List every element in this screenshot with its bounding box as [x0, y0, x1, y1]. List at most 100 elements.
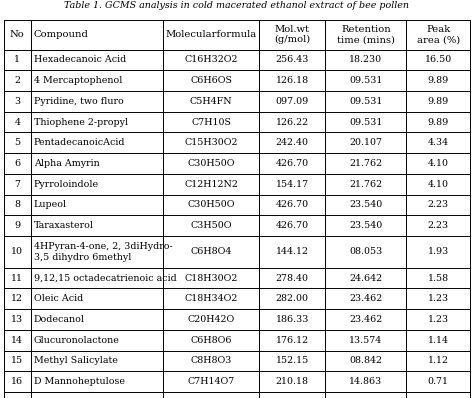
- Text: Methyl Salicylate: Methyl Salicylate: [34, 357, 118, 365]
- Text: 9: 9: [14, 221, 20, 230]
- Text: Peak
area (%): Peak area (%): [417, 25, 460, 44]
- Text: 13.574: 13.574: [349, 336, 383, 345]
- Text: Glucuronolactone: Glucuronolactone: [34, 336, 119, 345]
- Text: 23.540: 23.540: [349, 221, 383, 230]
- Text: C6H6OS: C6H6OS: [190, 76, 232, 85]
- Text: 4.10: 4.10: [428, 180, 449, 189]
- Text: 1.23: 1.23: [428, 295, 449, 303]
- Text: 176.12: 176.12: [276, 336, 309, 345]
- Text: 144.12: 144.12: [276, 248, 309, 256]
- Text: 14: 14: [11, 336, 23, 345]
- Text: C7H10S: C7H10S: [191, 117, 231, 127]
- Text: 1.14: 1.14: [428, 336, 449, 345]
- Text: 186.33: 186.33: [275, 315, 309, 324]
- Text: 16: 16: [11, 377, 23, 386]
- Text: Molecularformula: Molecularformula: [165, 30, 257, 39]
- Text: 16.50: 16.50: [425, 55, 452, 64]
- Text: 126.18: 126.18: [276, 76, 309, 85]
- Text: No: No: [10, 30, 25, 39]
- Text: 242.40: 242.40: [276, 138, 309, 147]
- Text: 097.09: 097.09: [275, 97, 309, 106]
- Text: 09.531: 09.531: [349, 97, 383, 106]
- Text: 426.70: 426.70: [276, 221, 309, 230]
- Text: 426.70: 426.70: [276, 159, 309, 168]
- Text: 426.70: 426.70: [276, 201, 309, 209]
- Text: 23.462: 23.462: [349, 295, 383, 303]
- Text: Thiophene 2-propyl: Thiophene 2-propyl: [34, 117, 128, 127]
- Text: 6: 6: [14, 159, 20, 168]
- Text: 3: 3: [14, 97, 20, 106]
- Text: 1.93: 1.93: [428, 248, 449, 256]
- Text: 2.23: 2.23: [428, 201, 449, 209]
- Text: 5: 5: [14, 138, 20, 147]
- Text: PentadecanoicAcid: PentadecanoicAcid: [34, 138, 125, 147]
- Text: 09.531: 09.531: [349, 76, 383, 85]
- Text: 4: 4: [14, 117, 20, 127]
- Text: 11: 11: [11, 273, 23, 283]
- Text: 20.107: 20.107: [349, 138, 383, 147]
- Text: Pyridine, two fluro: Pyridine, two fluro: [34, 97, 123, 106]
- Text: Hexadecanoic Acid: Hexadecanoic Acid: [34, 55, 126, 64]
- Text: 4.10: 4.10: [428, 159, 449, 168]
- Text: D Mannoheptulose: D Mannoheptulose: [34, 377, 125, 386]
- Text: 2.23: 2.23: [428, 221, 449, 230]
- Text: 282.00: 282.00: [276, 295, 309, 303]
- Text: Taraxasterol: Taraxasterol: [34, 221, 94, 230]
- Text: C8H8O3: C8H8O3: [191, 357, 232, 365]
- Text: 0.71: 0.71: [428, 377, 449, 386]
- Text: C16H32O2: C16H32O2: [184, 55, 238, 64]
- Text: C6H8O4: C6H8O4: [191, 248, 232, 256]
- Text: C3H50O: C3H50O: [191, 221, 232, 230]
- Text: 14.863: 14.863: [349, 377, 383, 386]
- Text: 9.89: 9.89: [428, 97, 449, 106]
- Text: 152.15: 152.15: [275, 357, 309, 365]
- Text: C6H8O6: C6H8O6: [191, 336, 232, 345]
- Text: Retention
time (mins): Retention time (mins): [337, 25, 395, 44]
- Text: 9.89: 9.89: [428, 117, 449, 127]
- Text: C7H14O7: C7H14O7: [188, 377, 235, 386]
- Text: 24.642: 24.642: [349, 273, 383, 283]
- Text: 278.40: 278.40: [276, 273, 309, 283]
- Text: 21.762: 21.762: [349, 159, 383, 168]
- Text: 08.842: 08.842: [349, 357, 383, 365]
- Text: 1: 1: [14, 55, 20, 64]
- Text: 13: 13: [11, 315, 23, 324]
- Text: 21.762: 21.762: [349, 180, 383, 189]
- Text: Lupeol: Lupeol: [34, 201, 67, 209]
- Text: 256.43: 256.43: [275, 55, 309, 64]
- Text: C18H30O2: C18H30O2: [184, 273, 238, 283]
- Text: 7: 7: [14, 180, 20, 189]
- Text: 4HPyran-4-one, 2, 3diHydro-
3,5 dihydro 6methyl: 4HPyran-4-one, 2, 3diHydro- 3,5 dihydro …: [34, 242, 173, 261]
- Text: C12H12N2: C12H12N2: [184, 180, 238, 189]
- Text: 10: 10: [11, 248, 23, 256]
- Text: 8: 8: [14, 201, 20, 209]
- Text: 1.23: 1.23: [428, 315, 449, 324]
- Text: 15: 15: [11, 357, 23, 365]
- Text: Table 1. GCMS analysis in cold macerated ethanol extract of bee pollen: Table 1. GCMS analysis in cold macerated…: [64, 1, 410, 10]
- Text: 126.22: 126.22: [276, 117, 309, 127]
- Text: C15H30O2: C15H30O2: [184, 138, 238, 147]
- Text: Pyrroloindole: Pyrroloindole: [34, 180, 99, 189]
- Text: 23.540: 23.540: [349, 201, 383, 209]
- Text: 12: 12: [11, 295, 23, 303]
- Text: Oleic Acid: Oleic Acid: [34, 295, 83, 303]
- Text: 18.230: 18.230: [349, 55, 383, 64]
- Text: 9.89: 9.89: [428, 76, 449, 85]
- Text: Dodecanol: Dodecanol: [34, 315, 85, 324]
- Text: 08.053: 08.053: [349, 248, 383, 256]
- Text: C5H4FN: C5H4FN: [190, 97, 233, 106]
- Text: 1.12: 1.12: [428, 357, 449, 365]
- Text: Mol.wt
(g/mol): Mol.wt (g/mol): [274, 25, 310, 44]
- Text: 2: 2: [14, 76, 20, 85]
- Text: C20H42O: C20H42O: [188, 315, 235, 324]
- Text: C30H50O: C30H50O: [188, 159, 235, 168]
- Text: 9,12,15 octadecatrienoic acid: 9,12,15 octadecatrienoic acid: [34, 273, 176, 283]
- Text: 1.58: 1.58: [428, 273, 449, 283]
- Text: 4.34: 4.34: [428, 138, 449, 147]
- Text: 09.531: 09.531: [349, 117, 383, 127]
- Text: C18H34O2: C18H34O2: [184, 295, 238, 303]
- Text: C30H50O: C30H50O: [188, 201, 235, 209]
- Text: Compound: Compound: [34, 30, 89, 39]
- Text: Alpha Amyrin: Alpha Amyrin: [34, 159, 100, 168]
- Text: 4 Mercaptophenol: 4 Mercaptophenol: [34, 76, 122, 85]
